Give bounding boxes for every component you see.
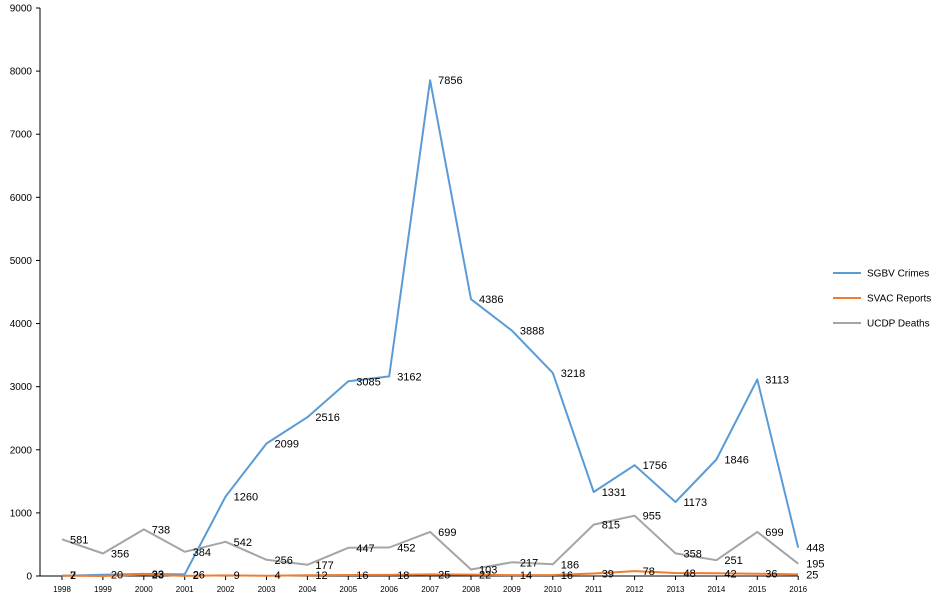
data-label: 2516	[315, 412, 339, 424]
data-label: 1846	[724, 454, 748, 466]
data-label: 2	[70, 570, 76, 582]
x-tick-label: 2004	[299, 585, 317, 594]
data-label: 356	[111, 549, 129, 561]
data-label: 26	[193, 569, 205, 581]
data-label: 217	[520, 557, 538, 569]
data-label: 452	[397, 542, 415, 554]
data-label: 39	[602, 569, 614, 581]
x-tick-label: 2006	[380, 585, 398, 594]
data-label: 699	[765, 527, 783, 539]
data-label: 36	[765, 569, 777, 581]
y-tick-label: 6000	[10, 193, 33, 204]
x-tick-label: 2016	[789, 585, 807, 594]
y-tick-label: 5000	[10, 256, 33, 267]
x-tick-label: 2014	[708, 585, 726, 594]
data-label: 177	[315, 560, 333, 572]
data-label: 738	[152, 524, 170, 536]
data-label: 3218	[561, 368, 585, 380]
y-tick-label: 1000	[10, 508, 33, 519]
data-label: 2	[193, 570, 199, 582]
data-label: 25	[806, 569, 818, 581]
data-label: 12	[315, 570, 327, 582]
x-tick-label: 2015	[748, 585, 766, 594]
data-label: 699	[438, 527, 456, 539]
data-label: 1331	[602, 487, 626, 499]
data-label: 7	[70, 570, 76, 582]
y-tick-label: 3000	[10, 382, 33, 393]
data-label: 16	[356, 570, 368, 582]
legend-label-svac-reports: SVAC Reports	[867, 294, 931, 305]
x-tick-label: 1999	[94, 585, 112, 594]
data-label: 18	[397, 570, 409, 582]
data-label: 384	[193, 547, 211, 559]
data-label: 48	[684, 568, 696, 580]
y-tick-label: 0	[26, 572, 32, 583]
data-label: 33	[152, 569, 164, 581]
x-tick-label: 2009	[503, 585, 521, 594]
data-label: 16	[561, 570, 573, 582]
x-tick-label: 2012	[626, 585, 644, 594]
x-tick-label: 1998	[53, 585, 71, 594]
series-line-ucdp-deaths	[61, 514, 799, 571]
y-tick-label: 7000	[10, 130, 33, 141]
data-label: 1756	[643, 460, 667, 472]
data-label: 78	[643, 566, 655, 578]
x-tick-label: 2010	[544, 585, 562, 594]
data-label: 103	[479, 564, 497, 576]
data-label: 2099	[275, 439, 299, 451]
data-label: 7856	[438, 75, 462, 87]
data-label: 1173	[684, 497, 708, 509]
data-label: 358	[684, 548, 702, 560]
data-label: 3085	[356, 376, 380, 388]
x-tick-label: 2005	[339, 585, 357, 594]
data-label: 3113	[765, 375, 789, 387]
data-label: 25	[438, 569, 450, 581]
data-label: 22	[479, 570, 491, 582]
x-tick-label: 2001	[176, 585, 194, 594]
data-label: 815	[602, 520, 620, 532]
data-label: 251	[724, 555, 742, 567]
data-label: 20	[111, 570, 123, 582]
data-label: 42	[724, 568, 736, 580]
data-label: 448	[806, 543, 824, 555]
y-tick-label: 2000	[10, 445, 33, 456]
x-tick-label: 2007	[421, 585, 439, 594]
data-label: 23	[152, 570, 164, 582]
data-label: 542	[234, 537, 252, 549]
y-tick-label: 4000	[10, 319, 33, 330]
y-axis: 0 1000 2000 3000 4000 5000 6000 7000 8000 9000	[10, 4, 41, 583]
x-tick-label: 2000	[135, 585, 153, 594]
data-label: 9	[234, 570, 240, 582]
data-label: 3162	[397, 371, 421, 383]
data-label: 955	[643, 511, 661, 523]
x-tick-label: 2008	[462, 585, 480, 594]
data-label: 447	[356, 543, 374, 555]
data-label: 1260	[234, 491, 258, 503]
x-tick-label: 2002	[217, 585, 235, 594]
data-label: 195	[806, 559, 824, 571]
legend-label-sgbv-crimes: SGBV Crimes	[867, 269, 929, 280]
data-label: 3888	[520, 326, 544, 338]
data-label: 186	[561, 559, 579, 571]
data-label: 256	[275, 555, 293, 567]
data-label: 4	[275, 570, 281, 582]
y-tick-label: 9000	[10, 4, 33, 15]
series-layer	[61, 79, 800, 577]
series-line-svac-reports	[61, 570, 799, 577]
x-tick-label: 2011	[585, 585, 603, 594]
series-line-sgbv-crimes	[61, 79, 800, 577]
data-label: 14	[520, 570, 532, 582]
legend: SGBV Crimes SVAC Reports UCDP Deaths	[833, 269, 931, 330]
data-label: 4386	[479, 294, 503, 306]
y-tick-label: 8000	[10, 67, 33, 78]
x-tick-label: 2013	[667, 585, 685, 594]
data-label: 581	[70, 534, 88, 546]
legend-label-ucdp-deaths: UCDP Deaths	[867, 319, 930, 330]
x-tick-label: 2003	[258, 585, 276, 594]
